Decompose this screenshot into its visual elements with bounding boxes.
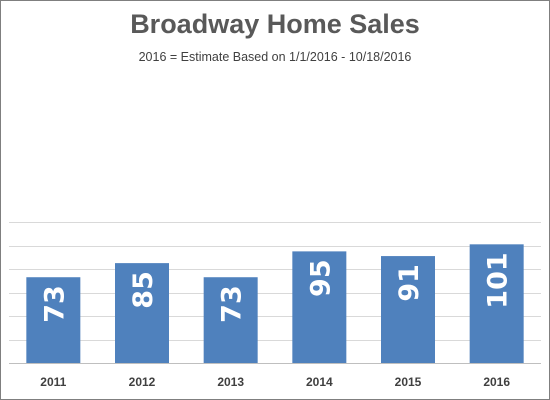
bar-2011: [26, 277, 81, 363]
chart-subtitle: 2016 = Estimate Based on 1/1/2016 - 10/1…: [138, 50, 412, 64]
bar-2014: [292, 251, 347, 363]
tick-label-2012: 2012: [129, 375, 156, 389]
gridlines: [9, 222, 541, 364]
chart-title: Broadway Home Sales: [130, 9, 420, 39]
bar-2016: [469, 244, 524, 363]
x-axis-tick-labels: 2011 2012 2013 2014 2015 2016: [40, 375, 510, 389]
data-label-2015: 91: [394, 264, 425, 302]
bars: [26, 244, 524, 363]
data-labels: 73 85 73 95 91 101: [39, 252, 513, 322]
tick-label-2014: 2014: [306, 375, 333, 389]
data-label-2014: 95: [305, 259, 336, 297]
tick-label-2013: 2013: [217, 375, 244, 389]
bar-2012: [115, 263, 169, 363]
bar-2015: [381, 256, 435, 363]
data-label-2016: 101: [483, 252, 514, 308]
data-label-2012: 85: [128, 271, 159, 309]
tick-label-2016: 2016: [483, 375, 510, 389]
data-label-2011: 73: [39, 285, 70, 323]
bar-2013: [203, 277, 258, 363]
tick-label-2011: 2011: [40, 375, 66, 389]
tick-label-2015: 2015: [395, 375, 422, 389]
data-label-2013: 73: [217, 285, 248, 323]
